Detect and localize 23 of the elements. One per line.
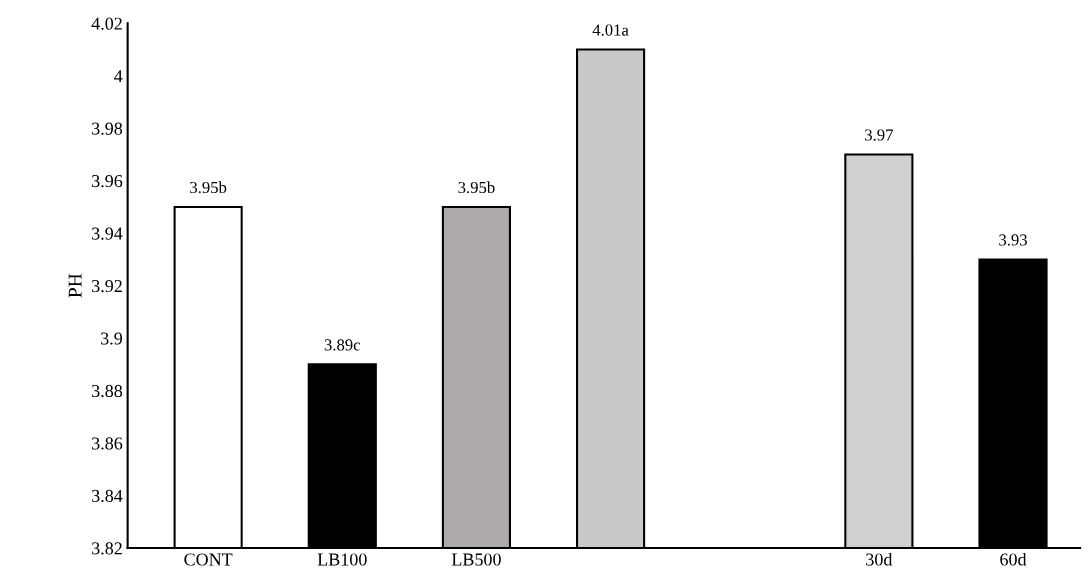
data-label: 3.97 <box>865 129 893 141</box>
y-tick-label: 4.02 <box>91 17 122 30</box>
x-tick-label: 30d <box>866 552 893 566</box>
x-tick-label: LB100 <box>317 553 367 566</box>
x-tick-label: CONT <box>184 553 233 566</box>
data-label: 3.89c <box>324 339 361 351</box>
data-label: 4.01a <box>592 24 629 36</box>
y-tick-label: 3.96 <box>92 175 123 188</box>
y-tick-label: 3.94 <box>92 227 123 240</box>
y-tick-label: 3.9 <box>101 332 123 345</box>
y-tick-label: 4 <box>114 70 123 83</box>
data-label: 3.95b <box>458 181 495 194</box>
y-tick-label: 3.92 <box>92 279 122 293</box>
y-tick-label: 3.82 <box>92 542 122 555</box>
data-label: 3.95b <box>190 181 227 194</box>
data-label: 3.93 <box>999 234 1027 246</box>
x-tick-label: LB500 <box>451 553 501 566</box>
y-axis-title: PH <box>68 273 82 298</box>
y-tick-label: 3.98 <box>92 122 123 135</box>
y-tick-label: 3.86 <box>92 437 123 450</box>
x-tick-label: 60d <box>1000 552 1027 566</box>
y-tick-label: 3.88 <box>92 384 123 398</box>
y-tick-label: 3.84 <box>92 489 123 503</box>
